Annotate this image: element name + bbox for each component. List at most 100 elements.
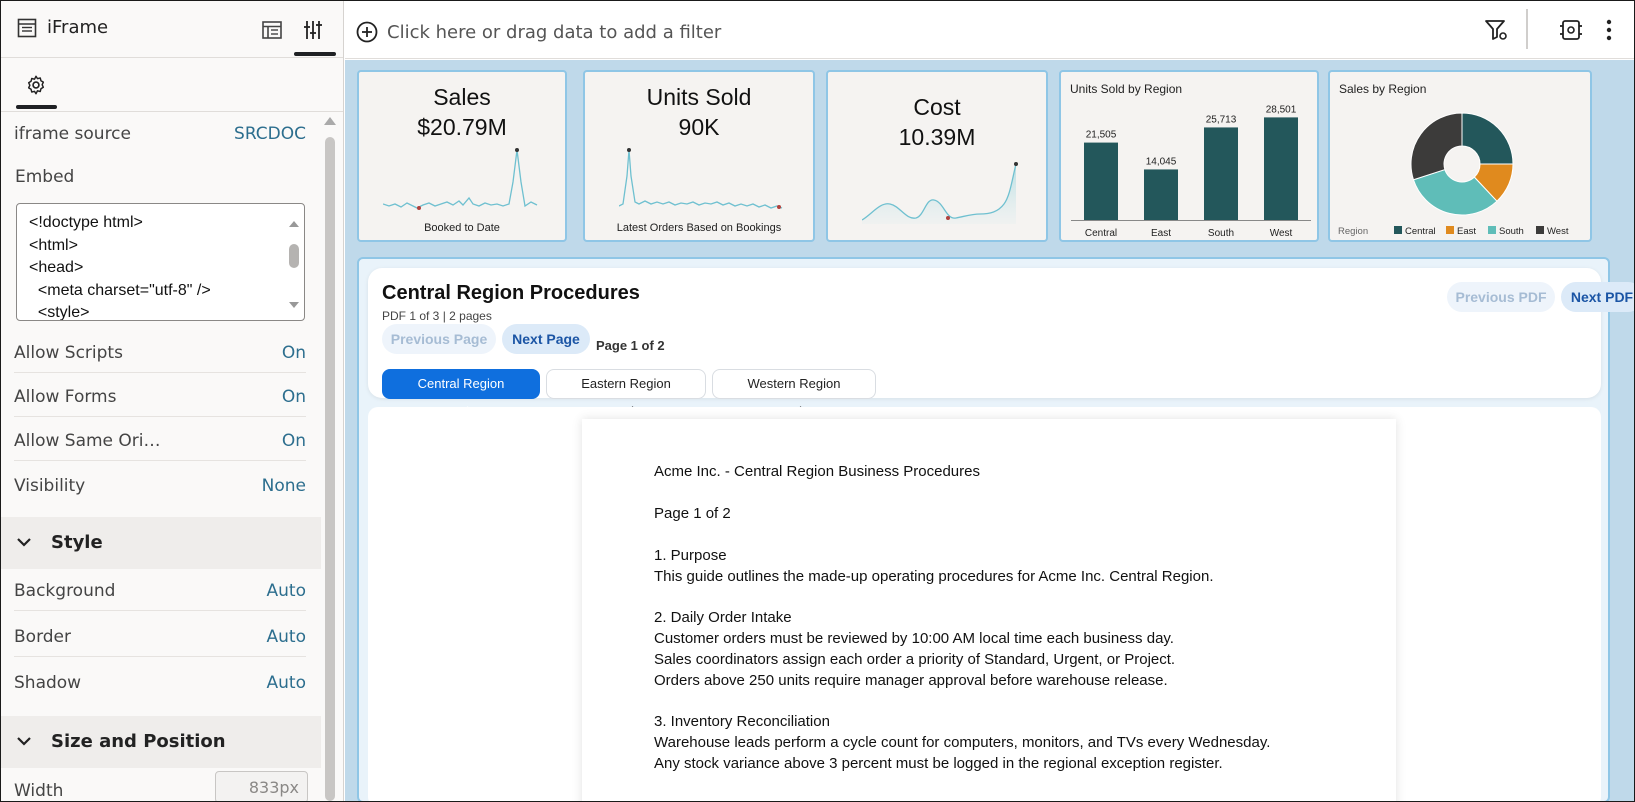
kpi-footer: Latest Orders Based on Bookings — [616, 222, 782, 234]
kpi-value: $20.79M — [417, 114, 507, 140]
prop-allow-forms[interactable]: Allow Forms On — [14, 387, 306, 417]
pdf-text-line: Customer orders must be reviewed by 10:0… — [654, 630, 1174, 647]
prop-label: Allow Same Ori… — [14, 431, 161, 451]
embed-code-textarea[interactable]: <!doctype html> <html> <head> <meta char… — [16, 203, 305, 321]
panel-title: iFrame — [47, 17, 109, 38]
next-pdf-button[interactable]: Next PDF — [1561, 282, 1634, 312]
sales-sparkline — [383, 148, 538, 210]
textarea-scrollbar[interactable] — [288, 214, 300, 314]
iframe-icon — [17, 18, 37, 38]
pdf-text-line: Orders above 250 units require manager a… — [654, 672, 1168, 689]
bar-value-label: 21,505 — [1086, 130, 1117, 141]
panel-subtabs — [1, 59, 343, 112]
x-tick-label: Central — [1085, 228, 1117, 239]
prop-label: Background — [14, 581, 116, 601]
size-position-section-header[interactable]: Size and Position — [1, 716, 321, 768]
prop-label: Border — [14, 627, 71, 647]
prop-value[interactable]: On — [281, 387, 306, 407]
pdf-viewer[interactable]: Acme Inc. - Central Region Business Proc… — [368, 407, 1601, 801]
active-tab-indicator — [294, 52, 336, 56]
active-subtab-indicator — [16, 105, 57, 109]
kpi-units-sold-tile[interactable]: Units Sold 90K Latest Orders Based on Bo… — [583, 70, 815, 242]
prop-label: Width — [14, 781, 64, 801]
next-page-button[interactable]: Next Page — [502, 324, 590, 354]
properties-toggle-icon[interactable] — [1558, 17, 1584, 43]
prop-border[interactable]: Border Auto — [14, 627, 306, 657]
legend-label: South — [1499, 226, 1524, 237]
tab-western-region[interactable]: Western Region Procedures — [712, 369, 876, 419]
previous-page-button[interactable]: Previous Page — [382, 324, 496, 354]
units-sparkline — [619, 148, 783, 209]
filter-bar: Click here or drag data to add a filter — [345, 1, 1634, 59]
prop-value[interactable]: Auto — [266, 673, 306, 693]
properties-panel: iFrame iframe source SRCDOC Embed < — [1, 1, 344, 801]
toolbar-divider — [1526, 9, 1528, 49]
bar-south — [1204, 127, 1238, 220]
legend-swatch — [1394, 226, 1402, 234]
properties-sliders-icon[interactable] — [301, 18, 325, 42]
legend-swatch — [1488, 226, 1496, 234]
prop-value[interactable]: On — [281, 343, 306, 363]
donut-chart-plot: Region Central East South West — [1338, 112, 1569, 237]
x-tick-label: South — [1208, 228, 1234, 239]
prop-label: Allow Scripts — [14, 343, 123, 363]
pdf-page-number: Page 1 of 2 — [654, 505, 731, 522]
tab-central-region[interactable]: Central Region Procedures — [382, 369, 540, 419]
filter-placeholder[interactable]: Click here or drag data to add a filter — [387, 22, 722, 43]
pdf-text-line: Warehouse leads perform a cycle count fo… — [654, 734, 1271, 751]
kpi-title: Cost — [913, 94, 961, 120]
chevron-down-icon — [17, 538, 31, 547]
kpi-title: Units Sold — [646, 84, 752, 110]
more-options-icon[interactable] — [1596, 17, 1622, 43]
prop-value[interactable]: Auto — [266, 627, 306, 647]
filter-settings-icon[interactable] — [1483, 17, 1509, 43]
legend-title: Region — [1338, 226, 1368, 237]
section-title: Style — [51, 532, 103, 553]
prop-background[interactable]: Background Auto — [14, 581, 306, 611]
tab-eastern-region[interactable]: Eastern Region Procedures — [546, 369, 706, 419]
chart-title: Units Sold by Region — [1070, 82, 1183, 96]
prop-value[interactable]: None — [261, 476, 306, 496]
width-input[interactable]: 833px — [215, 771, 308, 801]
units-by-region-chart[interactable]: Units Sold by Region 21,505 Central 14,045… — [1059, 70, 1319, 242]
kpi-sales-tile[interactable]: Sales $20.79M Booked to Date — [357, 70, 567, 242]
slice-south — [1412, 168, 1498, 216]
gear-icon[interactable] — [25, 74, 47, 96]
prop-label: Allow Forms — [14, 387, 117, 407]
add-filter-icon[interactable] — [356, 21, 378, 43]
panel-scrollbar[interactable] — [321, 112, 337, 801]
prop-iframe-source[interactable]: iframe source SRCDOC — [14, 124, 306, 154]
scroll-up-arrow[interactable] — [324, 117, 336, 125]
slice-west — [1410, 112, 1463, 181]
dashboard-canvas: Sales $20.79M Booked to Date Units Sold … — [345, 60, 1634, 801]
legend-label: Central — [1405, 226, 1436, 237]
pdf-section-heading: 2. Daily Order Intake — [654, 609, 792, 626]
scroll-thumb[interactable] — [325, 137, 335, 801]
panel-header: iFrame — [1, 1, 343, 58]
legend-label: East — [1457, 226, 1476, 237]
x-tick-label: West — [1270, 228, 1293, 239]
sales-by-region-chart[interactable]: Sales by Region Region Central East South We… — [1328, 70, 1592, 242]
previous-pdf-button[interactable]: Previous PDF — [1447, 282, 1555, 312]
bar-chart-plot: 21,505 Central 14,045 East 25,713 South 28,501… — [1071, 104, 1311, 239]
prop-width[interactable]: Width — [14, 781, 306, 801]
iframe-content: Central Region Procedures PDF 1 of 3 | 2… — [357, 257, 1634, 801]
bar-value-label: 28,501 — [1266, 104, 1297, 115]
prop-value[interactable]: SRCDOC — [234, 124, 306, 144]
document-title: Central Region Procedures — [382, 282, 640, 304]
style-section-header[interactable]: Style — [1, 517, 321, 569]
prop-value[interactable]: Auto — [266, 581, 306, 601]
legend-label: West — [1547, 226, 1569, 237]
kpi-cost-tile[interactable]: Cost 10.39M — [826, 70, 1048, 242]
layout-icon[interactable] — [260, 18, 284, 42]
page-indicator: Page 1 of 2 — [596, 338, 665, 353]
prop-allow-same-origin[interactable]: Allow Same Ori… On — [14, 431, 306, 461]
prop-label: Visibility — [14, 476, 86, 496]
prop-allow-scripts[interactable]: Allow Scripts On — [14, 343, 306, 373]
embed-code[interactable]: <!doctype html> <html> <head> <meta char… — [29, 214, 211, 321]
prop-visibility[interactable]: Visibility None — [14, 476, 306, 506]
legend-swatch — [1446, 226, 1454, 234]
prop-shadow[interactable]: Shadow Auto — [14, 673, 306, 703]
x-tick-label: East — [1151, 228, 1171, 239]
prop-value[interactable]: On — [281, 431, 306, 451]
